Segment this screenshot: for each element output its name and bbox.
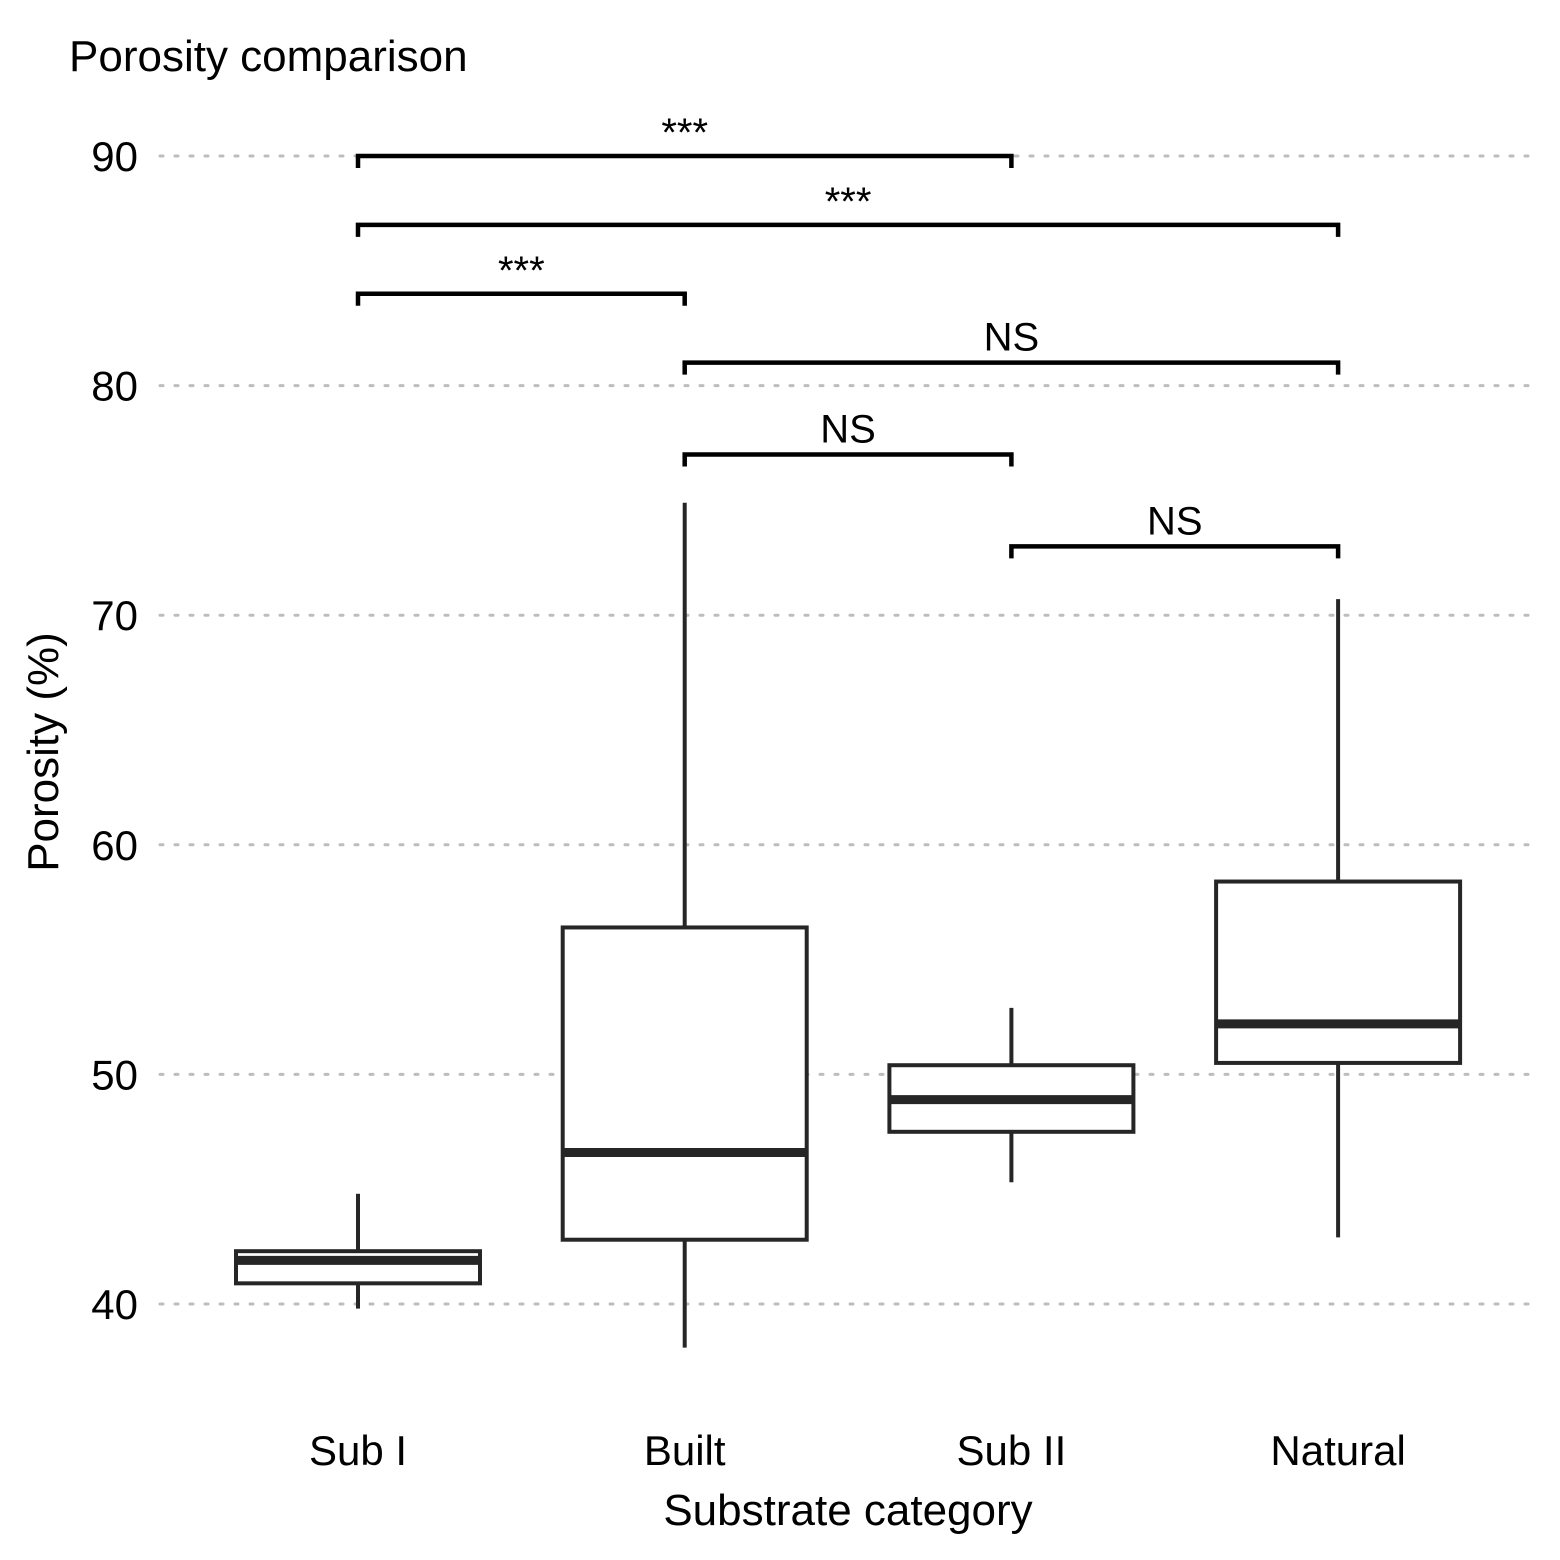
significance-label: NS bbox=[820, 407, 876, 451]
x-tick-label: Sub II bbox=[957, 1427, 1067, 1474]
significance-label: *** bbox=[825, 180, 872, 224]
y-tick-label: 40 bbox=[91, 1281, 138, 1328]
y-tick-label: 50 bbox=[91, 1051, 138, 1098]
bracket-line bbox=[355, 153, 1014, 168]
y-tick-label: 90 bbox=[91, 133, 138, 180]
box-iqr bbox=[560, 925, 809, 1242]
x-tick-labels: Sub I Built Sub II Natural bbox=[309, 1427, 1406, 1474]
y-tick-label: 60 bbox=[91, 822, 138, 869]
comparison-bracket: *** bbox=[355, 111, 1014, 168]
bracket-line bbox=[355, 291, 687, 306]
bracket-line bbox=[682, 452, 1014, 467]
bracket-line bbox=[355, 222, 1341, 237]
boxes bbox=[234, 502, 1463, 1348]
y-tick-label: 80 bbox=[91, 363, 138, 410]
chart-title: Porosity comparison bbox=[69, 32, 468, 81]
x-tick-label: Sub I bbox=[309, 1427, 407, 1474]
significance-brackets: *** *** *** NS NS NS bbox=[355, 111, 1341, 559]
comparison-bracket: *** bbox=[355, 249, 687, 306]
significance-label: *** bbox=[661, 111, 708, 155]
box-built bbox=[560, 502, 809, 1348]
box-natural bbox=[1214, 599, 1463, 1238]
y-axis-title: Porosity (%) bbox=[19, 632, 68, 872]
comparison-bracket: NS bbox=[1009, 499, 1341, 559]
y-tick-labels: 40 50 60 70 80 90 bbox=[91, 133, 138, 1328]
grid-lines bbox=[158, 154, 1530, 1306]
significance-label: *** bbox=[498, 249, 545, 293]
x-tick-label: Natural bbox=[1270, 1427, 1405, 1474]
bracket-line bbox=[1009, 544, 1341, 559]
x-tick-label: Built bbox=[644, 1427, 726, 1474]
box-iqr bbox=[1214, 879, 1463, 1065]
comparison-bracket: NS bbox=[682, 407, 1014, 467]
significance-label: NS bbox=[984, 316, 1040, 360]
significance-label: NS bbox=[1147, 499, 1203, 543]
y-tick-label: 70 bbox=[91, 592, 138, 639]
x-axis-title: Substrate category bbox=[663, 1486, 1032, 1535]
bracket-line bbox=[682, 360, 1341, 375]
comparison-bracket: *** bbox=[355, 180, 1341, 237]
comparison-bracket: NS bbox=[682, 316, 1341, 375]
box-sub-ii bbox=[887, 1007, 1136, 1183]
box-sub-i bbox=[234, 1193, 482, 1309]
